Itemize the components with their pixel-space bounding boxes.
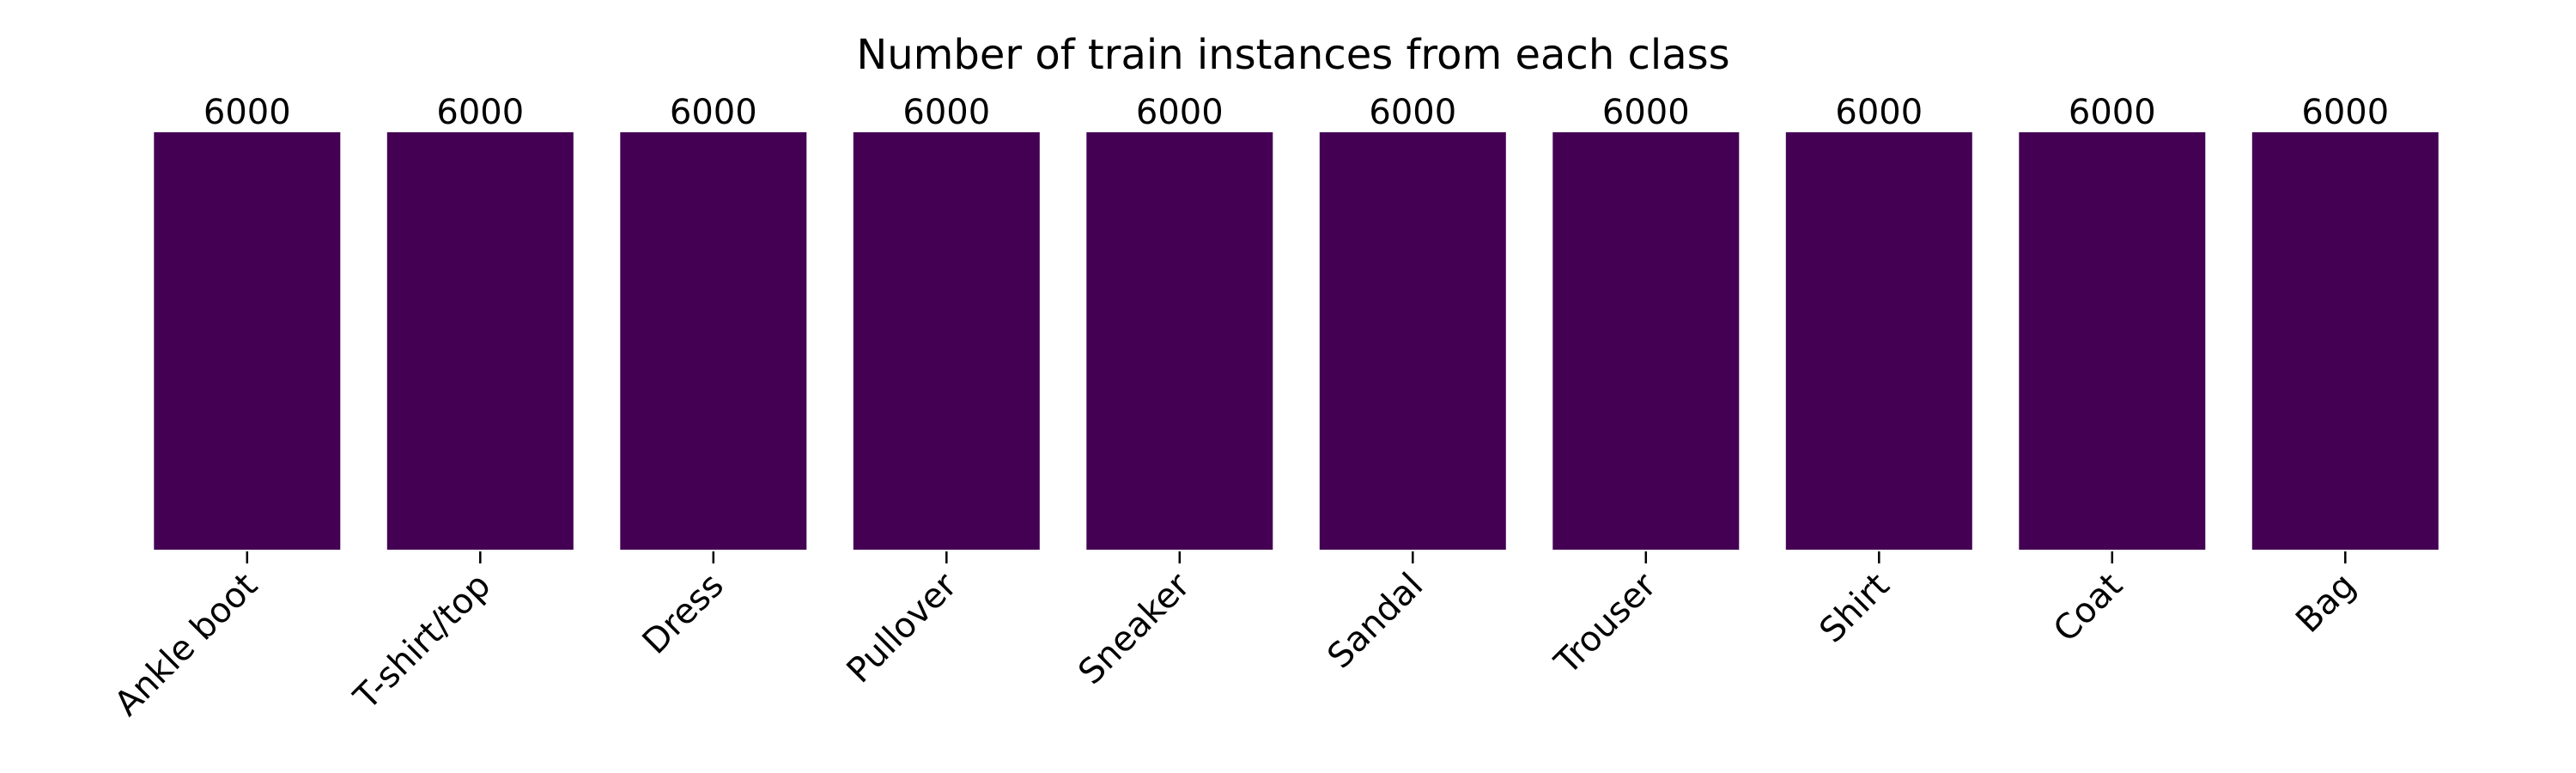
chart-title: Number of train instances from each clas… [856,31,1729,79]
bar-pullover [853,132,1040,550]
x-tick-label: Coat [2046,566,2130,650]
bar-trouser [1552,132,1740,550]
x-tick-labels-layer: Ankle boot T-shirt/top Dress Pullover Sneake… [107,565,2364,723]
data-label: 6000 [436,93,524,132]
bar-sneaker [1086,132,1273,550]
data-label: 6000 [1602,93,1690,132]
x-tick-label: Shirt [1812,566,1897,651]
x-tick-label: Sneaker [1071,565,1198,692]
bar-bag [2251,132,2439,550]
bar-sandal [1319,132,1506,550]
x-tick-label: Ankle boot [107,566,265,724]
data-label: 6000 [1369,93,1456,132]
bars-layer [154,132,2439,550]
bar-shirt [1785,132,1972,550]
data-label: 6000 [670,93,757,132]
bar-dress [620,132,807,550]
data-label: 6000 [2069,93,2156,132]
x-tick-label: Trouser [1547,565,1665,683]
data-label: 6000 [1136,93,1224,132]
x-tick-label: T-shirt/top [346,566,498,718]
x-tick-label: Sandal [1320,566,1431,677]
x-tick-label: Pullover [840,565,965,691]
x-ticks-layer [246,551,2347,563]
x-tick-label: Dress [635,566,732,662]
data-label: 6000 [902,93,990,132]
bar-t-shirt-top [386,132,574,550]
x-tick-label: Bag [2288,566,2363,641]
data-label: 6000 [1835,93,1923,132]
bar-coat [2019,132,2206,550]
data-label: 6000 [2301,93,2389,132]
data-labels-layer: 6000 6000 6000 6000 6000 6000 6000 6000 6000 6000 [204,93,2389,132]
bar-ankle-boot [154,132,341,550]
data-label: 6000 [204,93,291,132]
